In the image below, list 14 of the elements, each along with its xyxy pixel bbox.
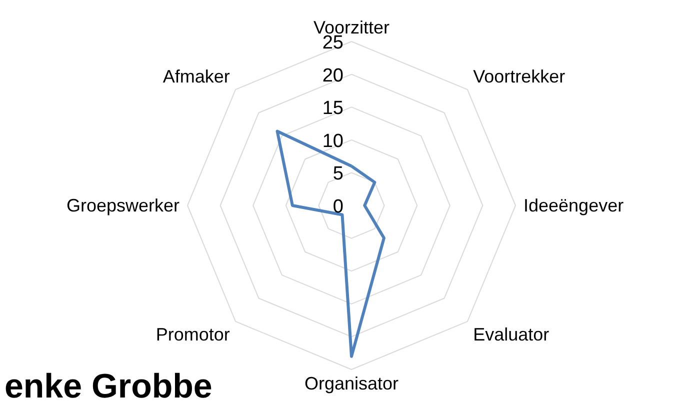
y-tick-label: 5 <box>332 164 344 185</box>
y-tick-label: 25 <box>322 32 344 54</box>
spoke-label: Ideeëngever <box>524 196 624 216</box>
y-tick-label: 15 <box>322 98 344 120</box>
spoke-label: Promotor <box>156 324 230 344</box>
y-tick-label: 20 <box>322 65 344 86</box>
spoke-label: Afmaker <box>162 66 230 87</box>
spoke-label: Voortrekker <box>473 66 566 87</box>
text: enke Grobbe <box>4 368 212 406</box>
spoke-label: Organisator <box>304 374 399 394</box>
spoke-label: Groepswerker <box>66 196 180 216</box>
y-tick-label: 10 <box>322 130 344 152</box>
y-tick-label: 0 <box>332 196 344 218</box>
spoke-label: Evaluator <box>473 324 550 344</box>
